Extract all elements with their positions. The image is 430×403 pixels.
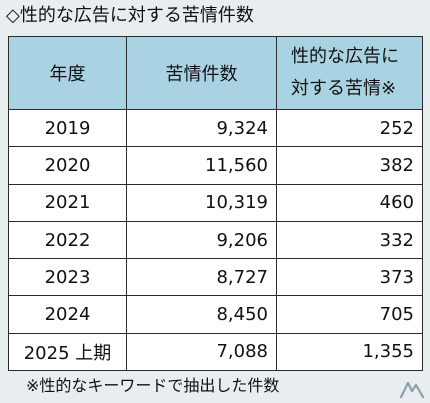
header-sexual-ad-line2: 対する苦情※	[291, 78, 397, 99]
sexual-ad-complaints-cell: 1,355	[276, 332, 423, 372]
year-cell: 2020	[8, 146, 127, 185]
page-title: ◇性的な広告に対する苦情件数	[6, 5, 254, 26]
complaints-cell: 7,088	[126, 332, 277, 372]
header-year: 年度	[8, 36, 127, 110]
sexual-ad-complaints-cell: 373	[276, 258, 423, 297]
year-cell: 2025 上期	[8, 332, 127, 372]
sexual-ad-complaints-cell: 705	[276, 295, 423, 334]
header-sexual-ad-complaints: 性的な広告に 対する苦情※	[276, 36, 423, 110]
sexual-ad-complaints-cell: 460	[276, 183, 423, 222]
sexual-ad-complaints-cell: 252	[276, 108, 423, 148]
complaints-cell: 11,560	[126, 146, 277, 185]
table-row: 2023 8,727 373	[8, 258, 423, 297]
complaints-table: 年度 苦情件数 性的な広告に 対する苦情※ 2019 9,324 252 202…	[8, 36, 423, 372]
itmedia-logo-icon	[400, 381, 424, 399]
year-cell: 2024	[8, 295, 127, 334]
year-cell: 2022	[8, 220, 127, 260]
year-cell: 2019	[8, 108, 127, 148]
table-row: 2020 11,560 382	[8, 146, 423, 185]
complaints-cell: 9,324	[126, 108, 277, 148]
header-complaints: 苦情件数	[126, 36, 277, 110]
table-row: 2021 10,319 460	[8, 183, 423, 222]
complaints-cell: 10,319	[126, 183, 277, 222]
table-row: 2025 上期 7,088 1,355	[8, 332, 423, 372]
sexual-ad-complaints-cell: 332	[276, 220, 423, 260]
table-row: 2024 8,450 705	[8, 295, 423, 334]
sexual-ad-complaints-cell: 382	[276, 146, 423, 185]
footnote: ※性的なキーワードで抽出した件数	[26, 376, 280, 395]
complaints-cell: 9,206	[126, 220, 277, 260]
year-cell: 2023	[8, 258, 127, 297]
year-cell: 2021	[8, 183, 127, 222]
complaints-cell: 8,727	[126, 258, 277, 297]
table-row: 2019 9,324 252	[8, 108, 423, 148]
header-sexual-ad-line1: 性的な広告に	[291, 46, 399, 67]
complaints-cell: 8,450	[126, 295, 277, 334]
table-row: 2022 9,206 332	[8, 220, 423, 260]
table-header-row: 年度 苦情件数 性的な広告に 対する苦情※	[8, 36, 423, 110]
